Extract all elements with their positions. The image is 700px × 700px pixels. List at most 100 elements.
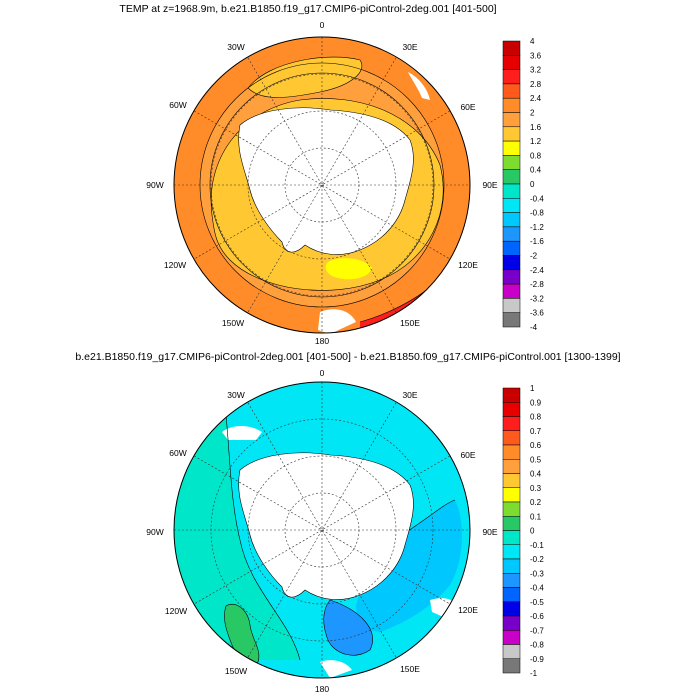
colorbar-0-label-2: 3.2	[530, 66, 542, 75]
panel-2-field-band-south	[323, 600, 373, 656]
panel-1-map-border	[173, 36, 471, 334]
colorbar-0-box-19	[502, 312, 521, 328]
panel-2-lon-label-150e: 150E	[400, 664, 420, 674]
panel-2-lon-labels: 0 30E 60E 90E 120E 150E 180 150W 120W 90…	[146, 368, 498, 694]
colorbar-1-label-11: -0.1	[530, 541, 544, 550]
colorbar-0-box-15	[502, 255, 521, 271]
panel-2-lon-label-90w: 90W	[146, 527, 163, 537]
colorbar-0-box-18	[502, 298, 521, 313]
panel-1-lon-label-30e: 30E	[402, 42, 417, 52]
panel-2-map	[174, 382, 470, 678]
colorbar-1-box-3	[502, 430, 521, 446]
colorbar-1-box-17	[502, 630, 521, 645]
colorbar-1-label-16: -0.6	[530, 612, 544, 621]
panel-1-lon-label-60e: 60E	[460, 102, 475, 112]
colorbar-0-label-5: 2	[530, 109, 535, 118]
colorbar-1-box-18	[502, 644, 521, 659]
colorbar-0-label-4: 2.4	[530, 94, 542, 103]
colorbar-1-box-16	[502, 615, 521, 631]
panel-1-lon-label-60w: 60W	[169, 100, 186, 110]
colorbar-1-label-18: -0.8	[530, 641, 544, 650]
panel-2-mask-patch-1	[222, 426, 262, 440]
panel-1-lon-label-0: 0	[320, 20, 325, 30]
colorbar-0-label-18: -3.2	[530, 294, 544, 303]
colorbar-0-box-12	[502, 212, 521, 228]
panel-2: b.e21.B1850.f19_g17.CMIP6-piControl-2deg…	[75, 351, 620, 694]
colorbar-0-box-9	[502, 169, 521, 185]
colorbar-0-box-13	[502, 226, 521, 242]
colorbar-1-box-0	[502, 387, 521, 403]
colorbar-0-box-4	[502, 97, 521, 113]
colorbar-0-box-14	[502, 240, 521, 256]
panel-2-lon-label-180: 180	[315, 684, 329, 694]
panel-2-map-border	[173, 381, 471, 679]
colorbar-0-label-20: -4	[530, 323, 538, 332]
colorbar-1-box-12	[502, 558, 521, 574]
colorbar-0-box-8	[502, 155, 521, 170]
panel-2-title: b.e21.B1850.f19_g17.CMIP6-piControl-2deg…	[75, 351, 620, 363]
colorbar-0-box-7	[502, 140, 521, 156]
colorbar-0-label-0: 4	[530, 37, 535, 46]
colorbar-0-label-16: -2.4	[530, 266, 544, 275]
colorbar-1-label-5: 0.5	[530, 455, 542, 464]
colorbar-1-label-10: 0	[530, 527, 535, 536]
colorbar-0-label-12: -0.8	[530, 209, 544, 218]
panel-2-lon-label-120w: 120W	[165, 606, 187, 616]
colorbar-0-box-3	[502, 83, 521, 99]
panel-2-lon-label-60e: 60E	[460, 450, 475, 460]
colorbar-1-label-13: -0.3	[530, 569, 544, 578]
colorbar-1-box-13	[502, 573, 521, 588]
colorbar-1-box-2	[502, 416, 521, 431]
colorbar-1-label-2: 0.8	[530, 413, 542, 422]
colorbar-0-box-5	[502, 112, 521, 128]
panel-2-field-teal-west	[174, 405, 300, 660]
colorbar-0-label-15: -2	[530, 252, 538, 261]
colorbar-0-label-19: -3.6	[530, 309, 544, 318]
colorbar-1-box-11	[502, 544, 521, 560]
panel-1-lon-label-90w: 90W	[146, 180, 163, 190]
panel-2-lon-label-0: 0	[320, 368, 325, 378]
colorbar-0-label-13: -1.2	[530, 223, 544, 232]
panel-1-lon-label-180: 180	[315, 336, 329, 346]
panel-2-antarctica	[238, 452, 414, 600]
colorbar-0-box-6	[502, 126, 521, 142]
colorbar-1-label-19: -0.9	[530, 655, 544, 664]
panel-1-lon-labels: 0 30E 60E 90E 120E 150E 180 150W 120W 90…	[146, 20, 498, 346]
panel-1-lon-label-120w: 120W	[164, 260, 186, 270]
colorbar-1-label-9: 0.1	[530, 512, 542, 521]
colorbar-1-box-10	[502, 530, 521, 545]
panel-1-field-yellow-patch	[325, 258, 372, 280]
colorbar-1-box-8	[502, 501, 521, 517]
colorbar-1-box-9	[502, 516, 521, 531]
panel-1-map	[174, 37, 470, 333]
panel-1-field-weddell	[248, 57, 362, 98]
panel-1: TEMP at z=1968.9m, b.e21.B1850.f19_g17.C…	[119, 3, 544, 346]
colorbar-0-label-11: -0.4	[530, 194, 544, 203]
panel-1-antarctica	[238, 107, 414, 255]
colorbar-0-box-16	[502, 269, 521, 285]
colorbar-1-box-14	[502, 587, 521, 602]
colorbar-1-label-8: 0.2	[530, 498, 542, 507]
panel-2-lon-label-30e: 30E	[402, 390, 417, 400]
colorbar-0-label-8: 0.8	[530, 151, 542, 160]
colorbar-1-label-0: 1	[530, 384, 535, 393]
colorbar-1-box-19	[502, 658, 521, 674]
panel-2-lon-label-150w: 150W	[225, 666, 247, 676]
panel-2-lon-label-60w: 60W	[169, 448, 186, 458]
colorbar-1-label-6: 0.4	[530, 470, 542, 479]
colorbar-0-label-7: 1.2	[530, 137, 542, 146]
colorbar-1-box-15	[502, 601, 521, 617]
colorbar-1-box-5	[502, 459, 521, 474]
panel-2-lon-label-30w: 30W	[227, 390, 244, 400]
colorbar-1-label-12: -0.2	[530, 555, 544, 564]
colorbar-0-box-11	[502, 198, 521, 213]
colorbar-1-box-7	[502, 487, 521, 503]
panel-1-lon-label-120e: 120E	[458, 260, 478, 270]
colorbar-0-box-2	[502, 69, 521, 85]
colorbar-0-box-0	[502, 40, 521, 56]
colorbar-1-label-15: -0.5	[530, 598, 544, 607]
panel-1-graticule	[174, 37, 470, 333]
colorbar-0-label-6: 1.6	[530, 123, 542, 132]
colorbar-0-box-10	[502, 183, 521, 199]
colorbar-1-label-20: -1	[530, 669, 538, 678]
